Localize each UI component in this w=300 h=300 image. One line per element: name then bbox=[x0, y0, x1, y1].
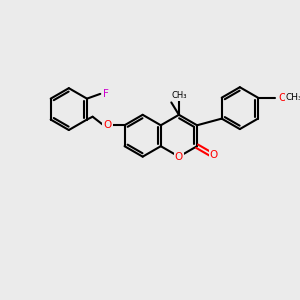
Text: O: O bbox=[103, 120, 112, 130]
Text: O: O bbox=[279, 93, 287, 103]
Text: CH₃: CH₃ bbox=[171, 91, 187, 100]
Text: F: F bbox=[103, 89, 109, 99]
Text: CH₃: CH₃ bbox=[286, 93, 300, 102]
Text: O: O bbox=[175, 152, 183, 162]
Text: O: O bbox=[210, 150, 218, 160]
